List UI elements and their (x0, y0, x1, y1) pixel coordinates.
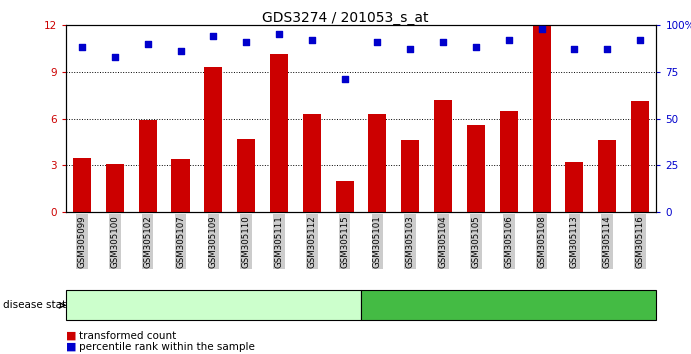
Text: GSM305108: GSM305108 (537, 215, 546, 268)
Text: chromophobe renal cell carcinoma: chromophobe renal cell carcinoma (413, 300, 605, 310)
Text: GSM305105: GSM305105 (471, 215, 480, 268)
Point (602, 46, 613, 52)
Point (569, 46, 580, 52)
Bar (401, 141, 419, 212)
Text: GSM305102: GSM305102 (143, 215, 152, 268)
Point (437, 39, 448, 45)
Text: GSM305099: GSM305099 (77, 215, 86, 268)
Point (175, 48, 186, 54)
Text: GSM305107: GSM305107 (176, 215, 185, 268)
Bar (73, 158, 91, 212)
Text: GSM305115: GSM305115 (340, 215, 349, 268)
Text: GSM305111: GSM305111 (274, 215, 283, 268)
Text: GSM305106: GSM305106 (504, 215, 513, 268)
Point (471, 45, 482, 50)
Text: ■: ■ (66, 342, 76, 352)
Bar (368, 114, 386, 212)
Bar (303, 114, 321, 212)
Text: GSM305110: GSM305110 (242, 215, 251, 268)
Point (77, 45, 88, 50)
Bar (467, 125, 485, 212)
Bar (598, 141, 616, 212)
Point (372, 39, 383, 45)
Bar (500, 111, 518, 212)
Text: transformed count: transformed count (79, 331, 177, 341)
Bar (533, 26, 551, 212)
Point (634, 37, 645, 42)
Point (109, 54, 120, 59)
Text: GSM305101: GSM305101 (373, 215, 382, 268)
Text: GSM305116: GSM305116 (636, 215, 645, 268)
Point (405, 46, 416, 52)
Text: GSM305100: GSM305100 (111, 215, 120, 268)
Text: GSM305109: GSM305109 (209, 215, 218, 268)
Point (339, 76, 350, 82)
Text: GSM305112: GSM305112 (307, 215, 316, 268)
Text: GSM305104: GSM305104 (439, 215, 448, 268)
Bar (139, 120, 157, 212)
Bar (336, 181, 354, 212)
Text: oncocytoma: oncocytoma (179, 300, 247, 310)
Text: GDS3274 / 201053_s_at: GDS3274 / 201053_s_at (263, 11, 428, 25)
Text: GSM305114: GSM305114 (603, 215, 612, 268)
Bar (270, 55, 288, 212)
Point (536, 26, 547, 32)
Bar (434, 100, 452, 212)
Text: percentile rank within the sample: percentile rank within the sample (79, 342, 256, 352)
Text: GSM305113: GSM305113 (570, 215, 579, 268)
Bar (171, 159, 189, 212)
Text: ■: ■ (66, 331, 76, 341)
Bar (237, 139, 255, 212)
Text: GSM305103: GSM305103 (406, 215, 415, 268)
Bar (205, 67, 223, 212)
Point (240, 39, 252, 45)
Bar (631, 101, 649, 212)
Point (306, 37, 317, 42)
Point (142, 41, 153, 46)
Point (208, 33, 219, 39)
Bar (106, 164, 124, 212)
Bar (565, 162, 583, 212)
Point (274, 31, 285, 37)
Point (503, 37, 514, 42)
Text: disease state: disease state (3, 300, 73, 310)
